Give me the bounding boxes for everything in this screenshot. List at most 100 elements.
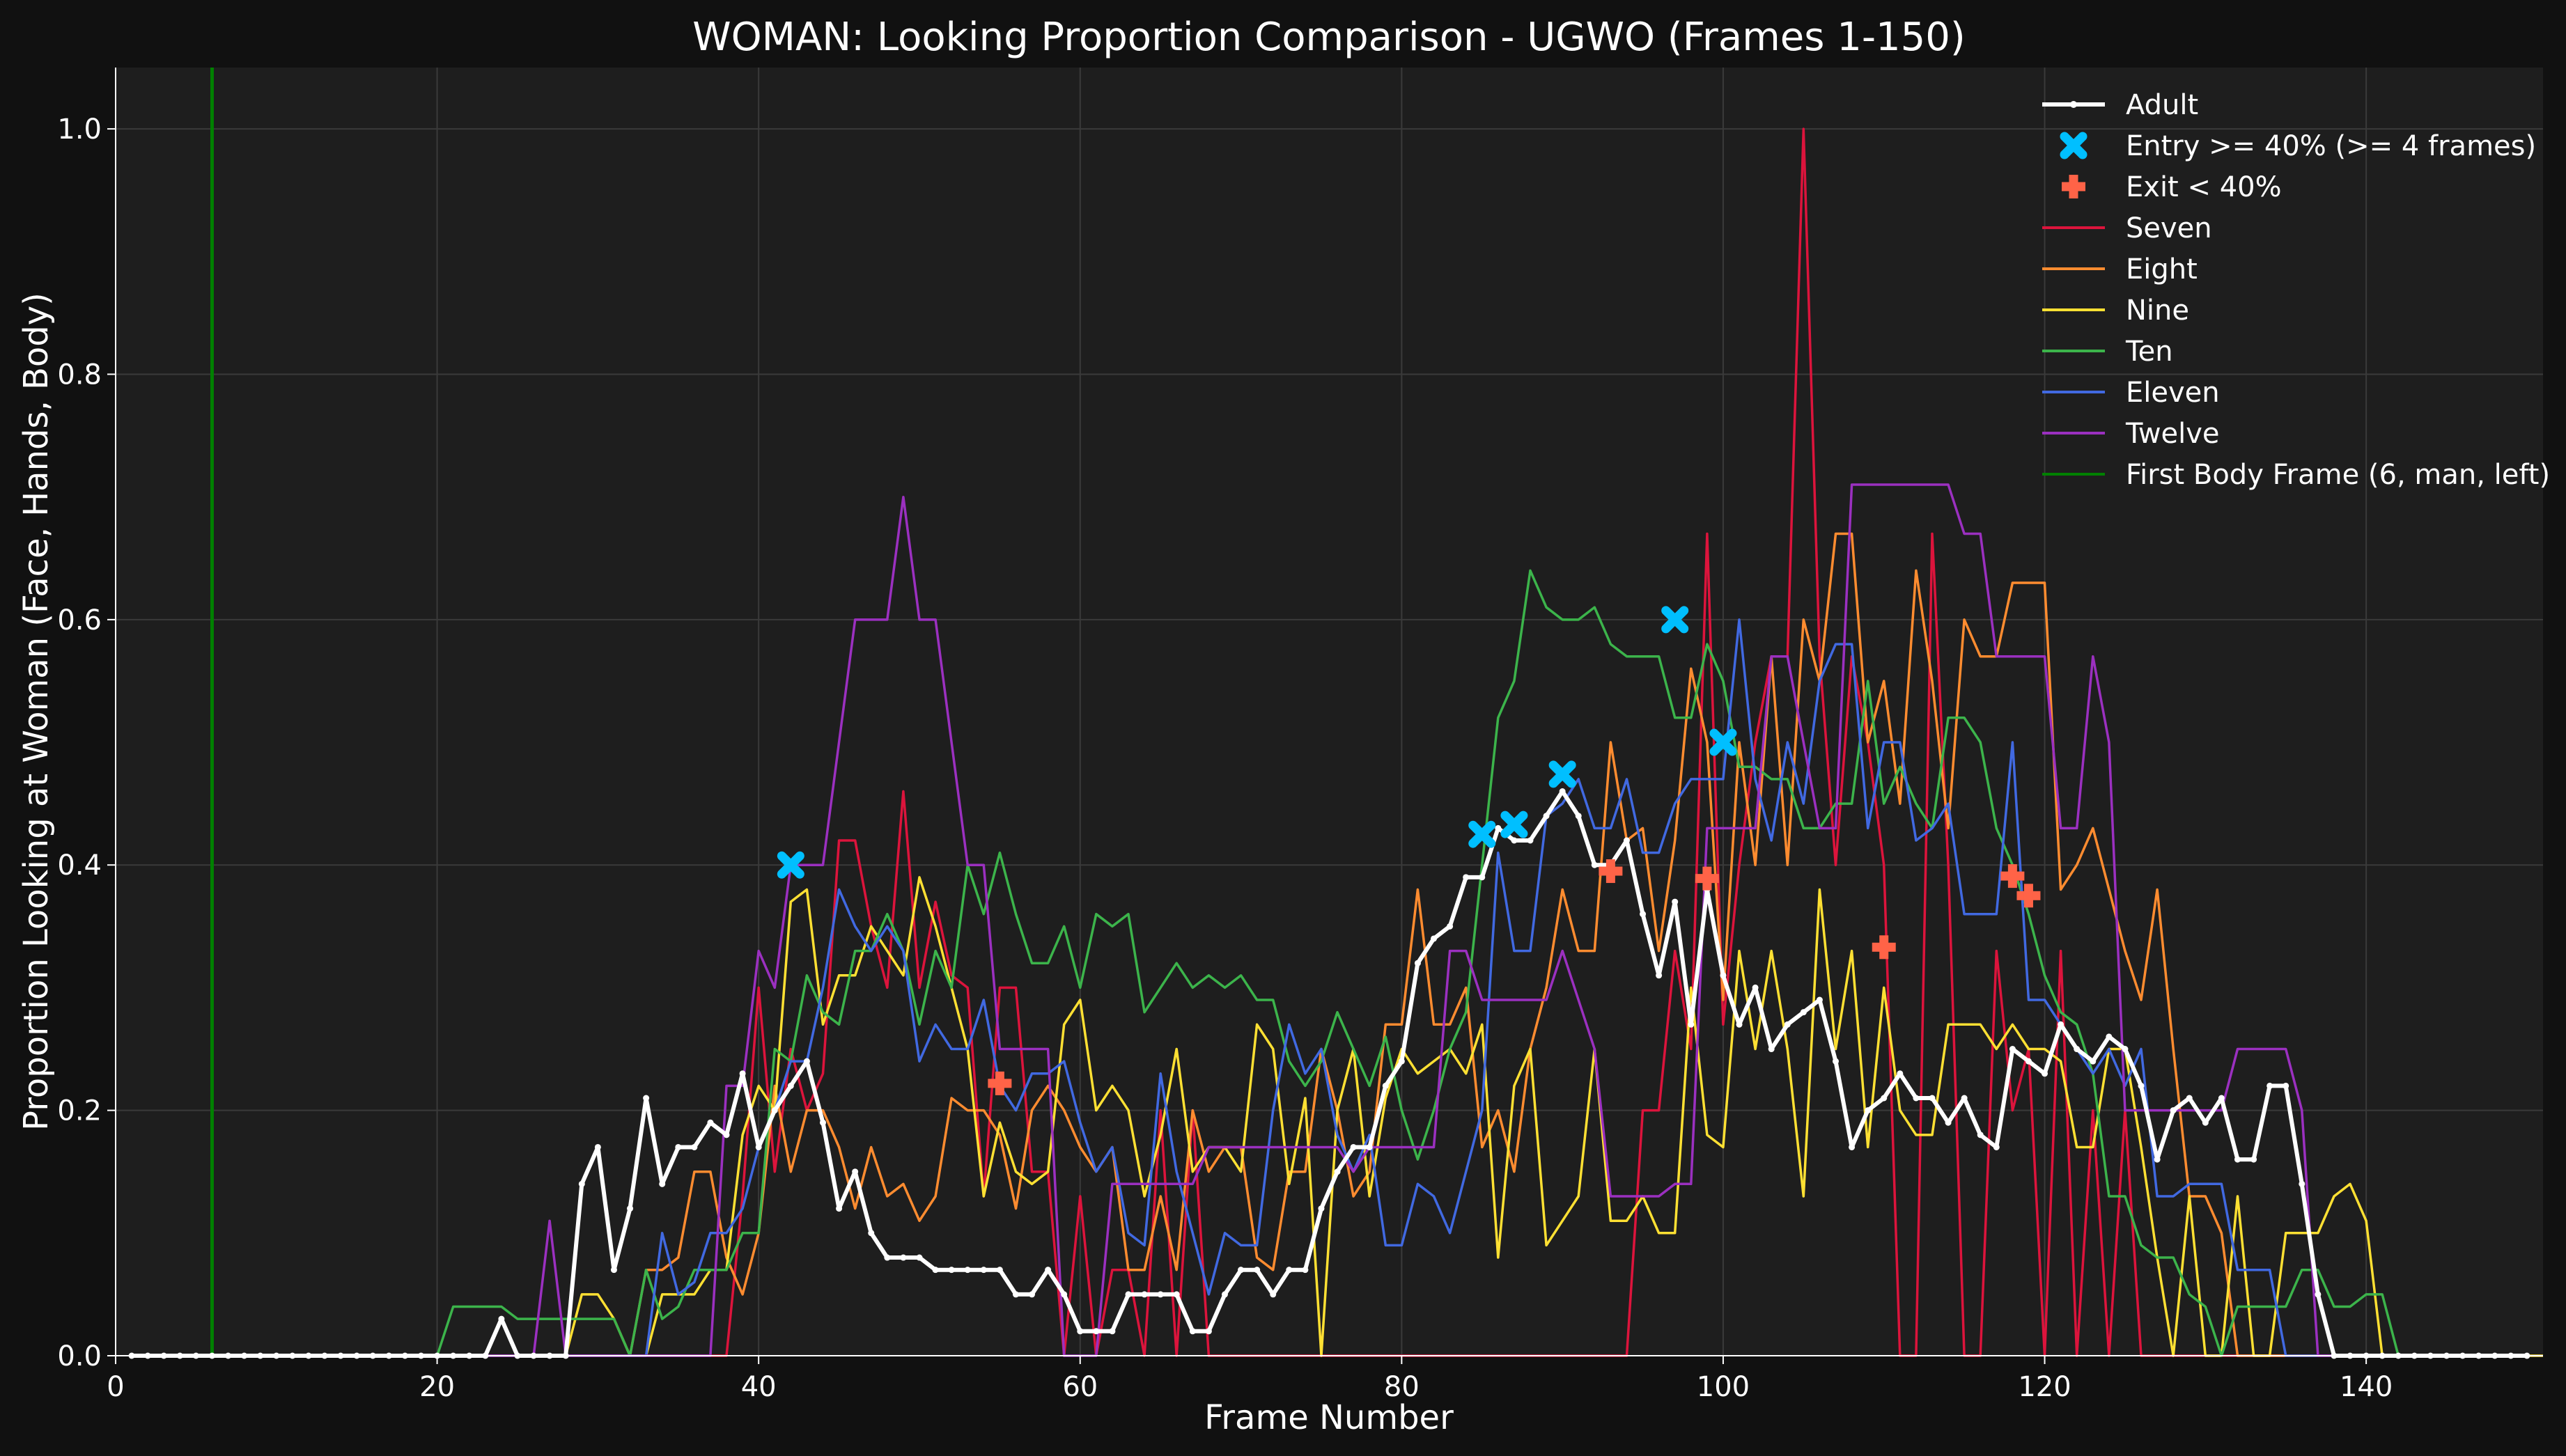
legend-entry-2: Exit < 40% — [2062, 171, 2282, 203]
series-point-adult — [771, 1107, 778, 1114]
series-point-adult — [2138, 1082, 2145, 1089]
legend-entry-4: Eight — [2042, 253, 2198, 285]
series-point-adult — [1511, 837, 1518, 844]
series-point-adult — [1527, 837, 1534, 844]
series-point-adult — [2042, 1070, 2048, 1077]
exit-marker — [1599, 859, 1623, 884]
series-point-adult — [755, 1143, 762, 1150]
series-point-adult — [1640, 911, 1647, 918]
series-point-adult — [1897, 1070, 1904, 1077]
series-point-adult — [1431, 935, 1438, 942]
exit-marker — [2000, 864, 2025, 889]
series-point-adult — [1334, 1168, 1341, 1175]
exit-marker — [2016, 884, 2041, 908]
series-point-adult — [1205, 1328, 1212, 1335]
series-point-adult — [2025, 1058, 2032, 1065]
series-point-adult — [578, 1180, 585, 1187]
legend-label-3: Seven — [2126, 212, 2212, 244]
series-point-adult — [787, 1082, 794, 1089]
series-point-adult — [1736, 1021, 1743, 1028]
legend-label-0: Adult — [2126, 89, 2198, 121]
series-point-adult — [498, 1315, 505, 1322]
series-point-adult — [707, 1119, 714, 1126]
x-tick-label-80: 80 — [1384, 1371, 1420, 1403]
series-point-adult — [1061, 1291, 1068, 1298]
series-point-adult — [2186, 1095, 2193, 1102]
series-point-adult — [2106, 1033, 2113, 1040]
series-point-adult — [723, 1132, 730, 1138]
legend-label-9: First Body Frame (6, man, left) — [2126, 459, 2550, 491]
series-point-adult — [1865, 1107, 1872, 1114]
series-point-adult — [627, 1205, 634, 1212]
y-tick-label-4: 0.8 — [57, 359, 102, 391]
legend-label-8: Twelve — [2125, 418, 2220, 450]
series-point-adult — [1495, 824, 1502, 831]
series-point-adult — [2250, 1156, 2257, 1163]
series-point-adult — [1302, 1267, 1309, 1274]
series-point-adult — [1029, 1291, 1036, 1298]
series-point-adult — [803, 1058, 810, 1065]
legend-entry-0: Adult — [2042, 89, 2198, 121]
marker-layer — [777, 606, 2041, 1095]
series-point-adult — [1752, 984, 1759, 991]
legend-label-7: Eleven — [2126, 377, 2220, 409]
chart-title: WOMAN: Looking Proportion Comparison - U… — [692, 15, 1966, 60]
series-point-adult — [1398, 1058, 1405, 1065]
exit-marker — [988, 1071, 1012, 1095]
series-point-adult — [996, 1267, 1003, 1274]
legend-swatch-2 — [2062, 175, 2085, 198]
series-point-adult — [1591, 861, 1598, 868]
legend-label-1: Entry >= 40% (>= 4 frames) — [2126, 130, 2536, 162]
series-point-adult — [1543, 813, 1550, 820]
series-point-adult — [1318, 1205, 1325, 1212]
legend-entry-8: Twelve — [2042, 418, 2220, 450]
legend: Adult Entry >= 40% (>= 4 frames) Exit < 40… — [2042, 89, 2550, 491]
series-point-adult — [884, 1254, 891, 1261]
series-point-adult — [1623, 837, 1630, 844]
series-point-adult — [1189, 1328, 1196, 1335]
series-point-adult — [594, 1143, 601, 1150]
series-point-adult — [2154, 1156, 2161, 1163]
x-tick-label-0: 0 — [107, 1371, 124, 1403]
series-point-adult — [2122, 1046, 2129, 1053]
legend-entry-1: Entry >= 40% (>= 4 frames) — [2060, 130, 2536, 162]
series-point-adult — [1816, 996, 1823, 1003]
y-tick-label-3: 0.6 — [57, 604, 102, 636]
y-axis-label: Proportion Looking at Woman (Face, Hands… — [17, 292, 56, 1131]
series-point-adult — [2058, 1021, 2065, 1028]
series-point-adult — [1045, 1267, 1052, 1274]
series-point-adult — [1157, 1291, 1164, 1298]
series-point-adult — [916, 1254, 923, 1261]
series-point-adult — [2202, 1119, 2209, 1126]
entry-marker — [1500, 811, 1528, 838]
series-point-adult — [675, 1143, 682, 1150]
series-point-adult — [1929, 1095, 1936, 1102]
series-point-adult — [1575, 813, 1582, 820]
legend-entry-6: Ten — [2042, 336, 2173, 368]
series-point-adult — [2218, 1095, 2225, 1102]
series-point-adult — [2315, 1291, 2322, 1298]
legend-swatch-marker-0 — [2070, 101, 2077, 108]
series-point-adult — [1961, 1095, 1968, 1102]
series-point-adult — [1720, 972, 1727, 979]
series-point-adult — [2283, 1082, 2289, 1089]
series-point-adult — [932, 1267, 939, 1274]
series-point-adult — [2234, 1156, 2241, 1163]
x-axis-label: Frame Number — [1204, 1398, 1454, 1437]
x-tick-label-120: 120 — [2018, 1371, 2071, 1403]
series-point-adult — [610, 1267, 617, 1274]
x-tick-label-100: 100 — [1697, 1371, 1750, 1403]
series-point-adult — [836, 1205, 843, 1212]
series-point-adult — [900, 1254, 907, 1261]
series-point-adult — [1221, 1291, 1228, 1298]
series-point-adult — [1559, 788, 1566, 795]
tick-labels: 0 20 40 60 80 100 120 140 0.0 0.2 0.4 0.6 0.8 1.0 — [57, 113, 2393, 1403]
legend-label-4: Eight — [2126, 253, 2198, 285]
series-point-adult — [2170, 1107, 2177, 1114]
series-point-adult — [1414, 960, 1421, 966]
series-point-adult — [1286, 1267, 1293, 1274]
series-point-adult — [1993, 1143, 2000, 1150]
series-point-adult — [1109, 1328, 1116, 1335]
legend-label-5: Nine — [2126, 295, 2189, 327]
